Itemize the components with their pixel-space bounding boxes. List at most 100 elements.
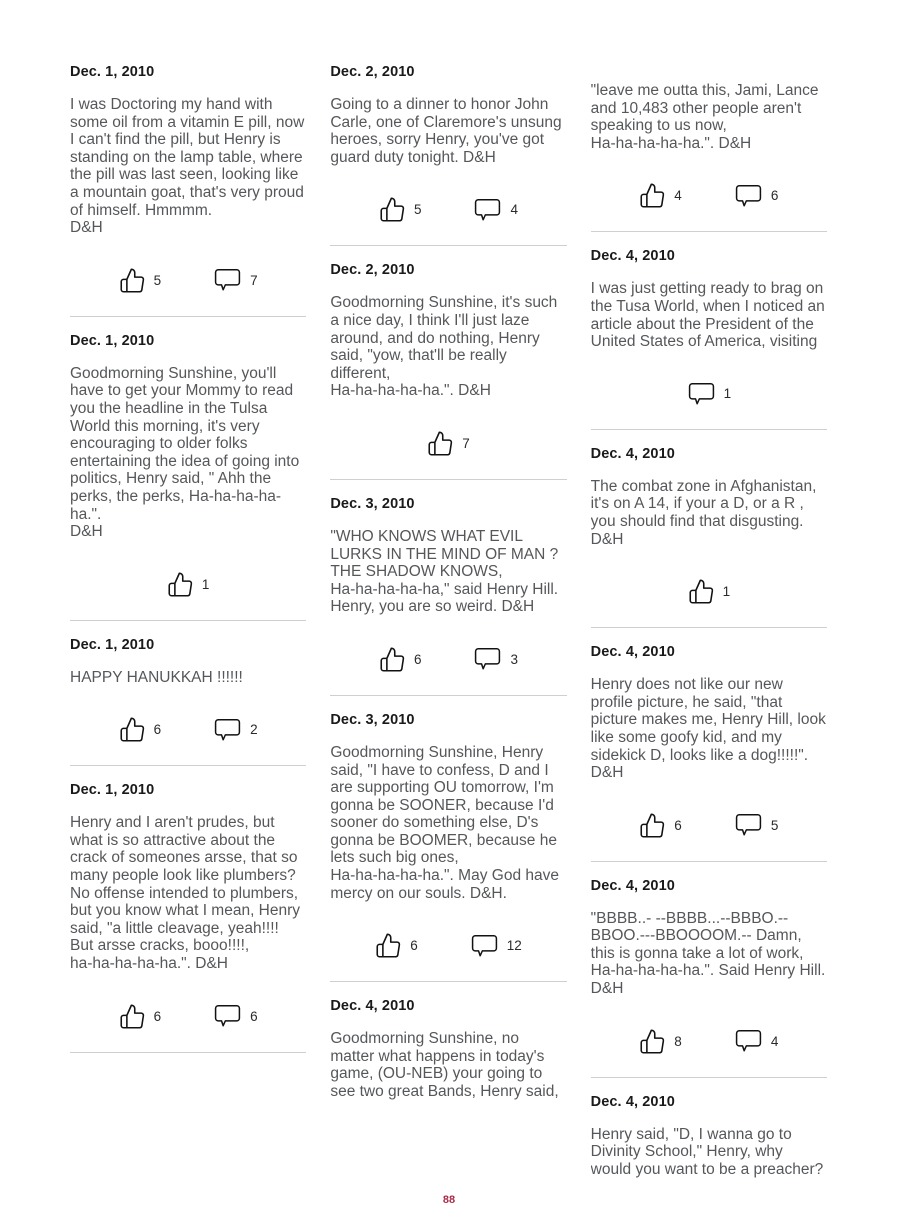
post: Dec. 1, 2010 I was Doctoring my hand with… bbox=[70, 64, 307, 317]
posts-column-1: Dec. 1, 2010 I was Doctoring my hand with… bbox=[70, 64, 307, 1069]
post-body: Henry and I aren't prudes, but what is s… bbox=[70, 814, 301, 973]
post-divider bbox=[590, 627, 827, 629]
comment-bubble-icon bbox=[735, 1030, 761, 1052]
post-date: Dec. 4, 2010 bbox=[590, 445, 675, 462]
post-date: Dec. 4, 2010 bbox=[590, 1093, 675, 1110]
comment-stat: 6 bbox=[734, 183, 778, 209]
post-divider bbox=[330, 981, 567, 983]
like-stat: 4 bbox=[639, 182, 682, 209]
thumbs-up-icon bbox=[168, 572, 193, 597]
comment-stat: 12 bbox=[470, 933, 522, 959]
post-stats: 1 bbox=[591, 381, 827, 407]
thumbs-up-icon bbox=[376, 933, 401, 958]
post-stats: 6 12 bbox=[330, 932, 566, 959]
post-body: I was Doctoring my hand with some oil fr… bbox=[70, 96, 305, 237]
comment-bubble-icon bbox=[214, 718, 241, 741]
post: Dec. 3, 2010 Goodmorning Sunshine, Henry … bbox=[330, 711, 567, 983]
like-stat: 1 bbox=[167, 571, 210, 598]
comment-bubble-icon bbox=[735, 184, 761, 207]
post: Dec. 4, 2010 "BBBB..- --BBBB...--BBBO.--B… bbox=[590, 877, 827, 1078]
thumbs-up-icon bbox=[640, 1029, 665, 1054]
like-count: 4 bbox=[674, 188, 682, 204]
post-date: Dec. 4, 2010 bbox=[590, 877, 675, 894]
post: Dec. 1, 2010 HAPPY HANUKKAH !!!!!! 6 2 bbox=[70, 636, 307, 767]
post: Dec. 4, 2010 The combat zone in Afghanist… bbox=[590, 445, 827, 629]
like-count: 6 bbox=[674, 817, 682, 833]
post-body: Going to a dinner to honor John Carle, o… bbox=[330, 96, 562, 166]
like-count: 1 bbox=[722, 584, 731, 600]
post-divider bbox=[70, 619, 307, 621]
thumbs-up-icon bbox=[380, 197, 405, 222]
post-divider bbox=[70, 1051, 307, 1053]
post-body: Goodmorning Sunshine, it's such a nice d… bbox=[330, 294, 558, 400]
post-body: Henry does not like our new profile pict… bbox=[590, 676, 826, 782]
post-date: Dec. 1, 2010 bbox=[70, 782, 155, 799]
post-body: I was just getting ready to brag on the … bbox=[590, 280, 825, 351]
post-date: Dec. 3, 2010 bbox=[330, 495, 415, 512]
post: Dec. 2, 2010 Goodmorning Sunshine, it's s… bbox=[330, 262, 567, 480]
comment-stat: 7 bbox=[213, 267, 258, 293]
comment-bubble-icon bbox=[735, 814, 761, 836]
comment-bubble-icon bbox=[475, 198, 501, 221]
comment-count: 12 bbox=[506, 938, 522, 954]
post-body: Goodmorning Sunshine, you'll have to get… bbox=[70, 364, 300, 541]
thumbs-up-icon bbox=[120, 268, 144, 293]
like-count: 8 bbox=[674, 1033, 682, 1049]
like-count: 6 bbox=[153, 722, 162, 738]
post-date: Dec. 2, 2010 bbox=[330, 64, 415, 80]
like-stat: 7 bbox=[427, 430, 470, 457]
post-date: Dec. 3, 2010 bbox=[330, 711, 415, 728]
post-divider bbox=[590, 231, 827, 233]
post: Dec. 4, 2010 I was just getting ready to … bbox=[590, 248, 827, 430]
post-divider bbox=[590, 1076, 827, 1078]
post-body: "leave me outta this, Jami, Lance and 10… bbox=[590, 82, 819, 152]
comment-stat: 3 bbox=[473, 646, 518, 672]
comment-count: 3 bbox=[510, 651, 518, 667]
like-stat: 6 bbox=[639, 812, 682, 839]
post-divider bbox=[330, 478, 567, 480]
post-divider bbox=[330, 245, 567, 247]
comment-bubble-icon bbox=[688, 382, 714, 405]
like-count: 6 bbox=[153, 1008, 162, 1024]
post: Dec. 4, 2010 Goodmorning Sunshine, no mat… bbox=[330, 998, 566, 1100]
post-body: Henry said, "D, I wanna go to Divinity S… bbox=[590, 1125, 824, 1178]
post-stats: 1 bbox=[70, 571, 306, 598]
thumbs-up-icon bbox=[689, 579, 713, 604]
thumbs-up-icon bbox=[120, 717, 144, 742]
post-divider bbox=[70, 315, 307, 317]
post-body: "WHO KNOWS WHAT EVIL LURKS IN THE MIND O… bbox=[330, 527, 559, 616]
like-stat: 6 bbox=[379, 646, 421, 673]
like-stat: 6 bbox=[375, 932, 418, 959]
post: Dec. 1, 2010 Henry and I aren't prudes, b… bbox=[70, 782, 307, 1053]
like-stat: 5 bbox=[119, 267, 161, 294]
like-stat: 6 bbox=[119, 716, 162, 743]
posts-column-3: "leave me outta this, Jami, Lance and 10… bbox=[590, 64, 827, 1208]
comment-bubble-icon bbox=[471, 934, 497, 957]
thumbs-up-icon bbox=[640, 183, 665, 208]
post-body: The combat zone in Afghanistan, it's on … bbox=[590, 477, 817, 548]
like-stat: 6 bbox=[119, 1003, 162, 1030]
like-stat: 5 bbox=[379, 196, 422, 223]
like-count: 7 bbox=[462, 435, 470, 451]
page-number: 88 bbox=[442, 1194, 456, 1206]
comment-stat: 6 bbox=[213, 1003, 258, 1029]
comment-stat: 1 bbox=[687, 381, 731, 407]
like-count: 1 bbox=[201, 576, 210, 592]
post-divider bbox=[330, 694, 567, 696]
like-count: 6 bbox=[410, 938, 418, 954]
comment-count: 5 bbox=[770, 817, 779, 833]
post: Dec. 4, 2010 Henry does not like our new … bbox=[590, 644, 827, 862]
comment-bubble-icon bbox=[214, 269, 241, 291]
post-date: Dec. 1, 2010 bbox=[70, 636, 155, 653]
comment-bubble-icon bbox=[475, 648, 501, 670]
comment-stat: 4 bbox=[734, 1028, 778, 1054]
like-count: 5 bbox=[413, 202, 422, 218]
